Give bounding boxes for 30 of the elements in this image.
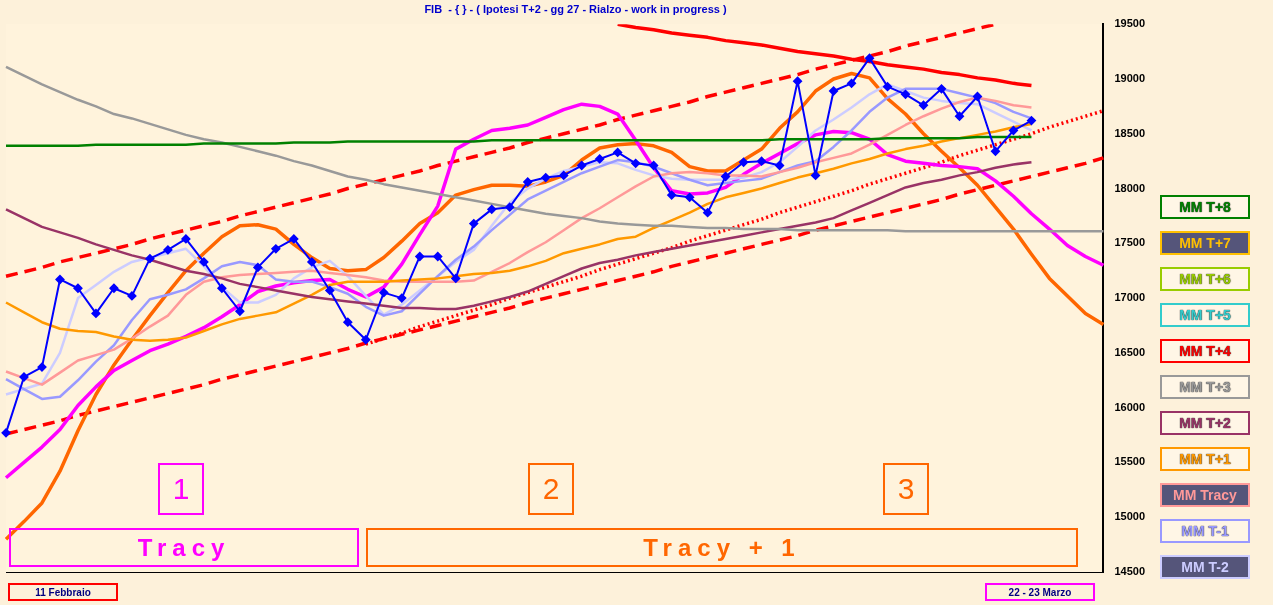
legend-label: MM T+5 [1160,303,1250,327]
legend-label: MM T+4 [1160,339,1250,363]
text: MM T-1 [1160,519,1250,543]
y-tick-label: 18000 [1114,181,1146,194]
text: 11 Febbraio [8,583,118,601]
text: 22 - 23 Marzo [985,583,1095,601]
chart-title: FIB - { } - ( Ipotesi T+2 - gg 27 - Rialzo - work in progress ) [424,2,727,15]
y-tick-label: 17000 [1114,291,1146,304]
y-tick-label: 16000 [1114,400,1146,413]
legend-label: MM T+7 [1160,231,1250,255]
annotation: 2 [528,463,574,515]
y-tick-label: 15000 [1114,510,1146,523]
annotation: 3 [883,463,929,515]
annotation: Tracy + 1 [366,528,1078,567]
y-tick-label: 15500 [1114,455,1146,468]
annotation: 1 [158,463,204,515]
text: MM T+2 [1160,411,1250,435]
y-tick-label: 17500 [1114,236,1146,249]
y-tick-label: 19500 [1114,17,1146,30]
annotation: Tracy [9,528,359,567]
legend-label: MM T+6 [1160,267,1250,291]
y-tick-label: 16500 [1114,345,1146,358]
text: MM T+8 [1160,195,1250,219]
text: MM T+1 [1160,447,1250,471]
y-tick-label: 14500 [1114,565,1146,578]
y-tick-label: 18500 [1114,126,1146,139]
text: MM T-2 [1160,555,1250,579]
text: MM Tracy [1160,483,1250,507]
y-tick-label: 19000 [1114,72,1146,85]
text: MM T+3 [1160,375,1250,399]
